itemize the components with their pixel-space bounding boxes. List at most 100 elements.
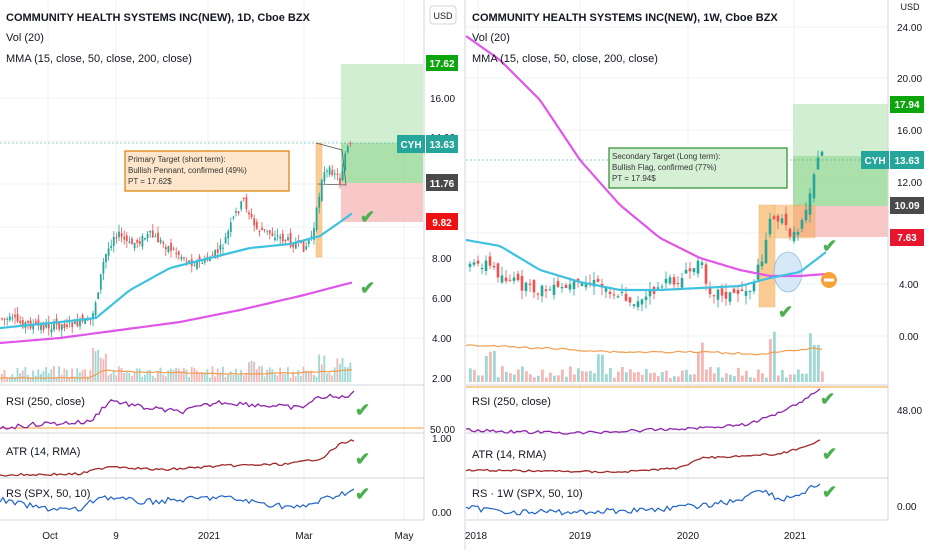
candle-body [532, 280, 536, 293]
right-tick-12: 12.00 [897, 178, 922, 189]
volume-bar [525, 371, 528, 382]
left-currency-button[interactable] [429, 5, 457, 25]
candle-body [584, 282, 588, 288]
right-x-2019: 2019 [569, 531, 592, 542]
candle-body [700, 262, 704, 266]
volume-bar [781, 369, 784, 382]
left-volume-ma-line [0, 369, 353, 380]
volume-bar [289, 377, 292, 382]
volume-bar [649, 373, 652, 382]
volume-bar [565, 376, 568, 382]
left-ma-fast-line [0, 212, 353, 330]
candle-body [524, 282, 528, 292]
right-tick-entry: 10.09 [894, 201, 919, 212]
candle-body [716, 289, 720, 300]
volume-bar [637, 371, 640, 382]
candle-body [177, 251, 180, 255]
volume-bar [110, 373, 113, 382]
candle-body [79, 318, 81, 327]
volume-bar [349, 362, 352, 382]
candle-body [708, 287, 712, 295]
left-rs-tick: 0.00 [432, 508, 452, 519]
volume-bar [729, 374, 732, 382]
volume-bar [214, 376, 217, 382]
volume-bar [76, 368, 79, 382]
candle-body [16, 313, 19, 322]
candle-body [744, 291, 748, 296]
candle-body [248, 212, 250, 215]
volume-bar [162, 374, 165, 382]
volume-bar [154, 377, 157, 382]
volume-bar [497, 377, 500, 382]
right-volume-bars [469, 331, 824, 382]
candle-body [162, 241, 165, 244]
left-target-zone-upper [341, 64, 423, 143]
volume-bar [167, 370, 170, 382]
volume-bar [118, 366, 120, 382]
volume-bar [805, 373, 808, 382]
candle-body [97, 292, 100, 299]
candle-body [271, 232, 274, 236]
candle-body [323, 172, 326, 182]
right-symbol: CYH [864, 156, 885, 167]
candle-body [736, 290, 740, 294]
candle-body [164, 246, 167, 250]
volume-bar [180, 371, 183, 382]
candle-body [344, 153, 347, 171]
volume-bar [209, 377, 211, 382]
volume-bar [597, 354, 600, 382]
candle-body [84, 319, 87, 325]
volume-bar [517, 369, 520, 382]
volume-bar [625, 372, 628, 382]
volume-bar [545, 377, 548, 382]
left-stop-tag [426, 213, 458, 230]
candle-body [820, 151, 824, 156]
candle-body [214, 249, 217, 257]
candle-body [128, 241, 131, 243]
candle-body [346, 146, 349, 153]
volume-bar [196, 370, 198, 382]
volume-bar [105, 353, 107, 382]
volume-bar [605, 374, 608, 382]
volume-bar [533, 377, 536, 382]
volume-bar [276, 375, 279, 382]
volume-bar [253, 361, 256, 382]
volume-bar [79, 372, 81, 382]
candle-body [253, 218, 256, 226]
candle-body [780, 218, 784, 224]
volume-bar [613, 377, 616, 382]
volume-bar [250, 360, 253, 382]
volume-bar [172, 369, 175, 382]
volume-bar [271, 369, 274, 382]
volume-bar [170, 368, 172, 382]
right-annotation-line2: Bullish Flag, confirmed (77%) [612, 163, 717, 172]
candle-body [105, 254, 107, 263]
candle-body [58, 322, 61, 330]
volume-bar [601, 354, 604, 382]
candle-body [349, 143, 352, 145]
volume-bar [240, 369, 243, 382]
left-mma-label: MMA (15, close, 50, close, 200, close) [6, 53, 192, 65]
candle-body [620, 292, 624, 294]
volume-bar [705, 369, 708, 382]
left-ma-slow-line [0, 281, 353, 345]
candle-body [21, 320, 24, 328]
candle-body [628, 297, 632, 303]
candle-body [11, 317, 14, 319]
volume-bar [164, 376, 167, 382]
volume-bar [633, 372, 636, 382]
volume-bar [809, 333, 812, 382]
volume-bar [211, 366, 214, 382]
volume-bar [133, 371, 136, 382]
candle-body [227, 231, 230, 239]
candle-body [136, 239, 139, 243]
volume-bar [641, 374, 644, 382]
right-check-pole: ✔ [778, 302, 793, 322]
volume-bar [685, 369, 688, 382]
candle-body [240, 201, 243, 210]
volume-bar [713, 373, 716, 382]
candle-body [294, 243, 297, 249]
candle-body [193, 265, 196, 267]
volume-bar [689, 374, 692, 382]
volume-bar [263, 376, 266, 382]
